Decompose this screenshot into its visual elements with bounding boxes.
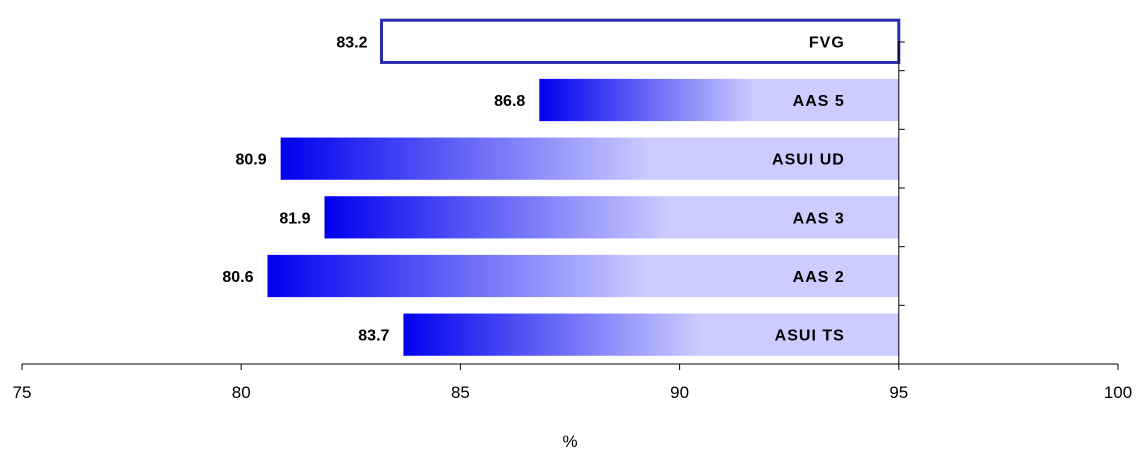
x-tick-label: 95 (889, 383, 908, 402)
x-tick-label: 80 (232, 383, 251, 402)
category-label-aas-3: AAS 3 (793, 210, 845, 227)
bar-asui-ts (403, 313, 899, 356)
x-axis-title: % (562, 432, 577, 451)
category-label-aas-2: AAS 2 (793, 269, 845, 286)
category-label-asui-ud: ASUI UD (772, 152, 845, 169)
axes-group: 75 80 85 90 95 100 (13, 41, 1132, 402)
value-label-asui-ud: 80.9 (236, 152, 267, 169)
value-label-asui-ts: 83.7 (358, 328, 389, 345)
bars-group: FVG 83.2 AAS 5 86.8 ASUI UD 80.9 AAS 3 81.9 AAS … (222, 18, 901, 356)
category-label-asui-ts: ASUI TS (775, 328, 845, 345)
bar-fvg (379, 18, 901, 64)
category-label-aas-5: AAS 5 (793, 93, 845, 110)
x-tick-label: 75 (13, 383, 32, 402)
bar-aas-5 (539, 78, 899, 122)
value-label-aas-2: 80.6 (222, 269, 253, 286)
bar-aas-3 (324, 196, 899, 239)
value-label-fvg: 83.2 (336, 34, 367, 51)
value-label-aas-5: 86.8 (494, 93, 525, 110)
x-tick-label: 90 (670, 383, 689, 402)
x-tick-label: 85 (451, 383, 470, 402)
bar-asui-ud (280, 137, 899, 180)
bar-aas-2 (267, 254, 899, 298)
x-tick-label: 100 (1104, 383, 1132, 402)
category-label-fvg: FVG (809, 34, 845, 51)
value-label-aas-3: 81.9 (279, 210, 310, 227)
